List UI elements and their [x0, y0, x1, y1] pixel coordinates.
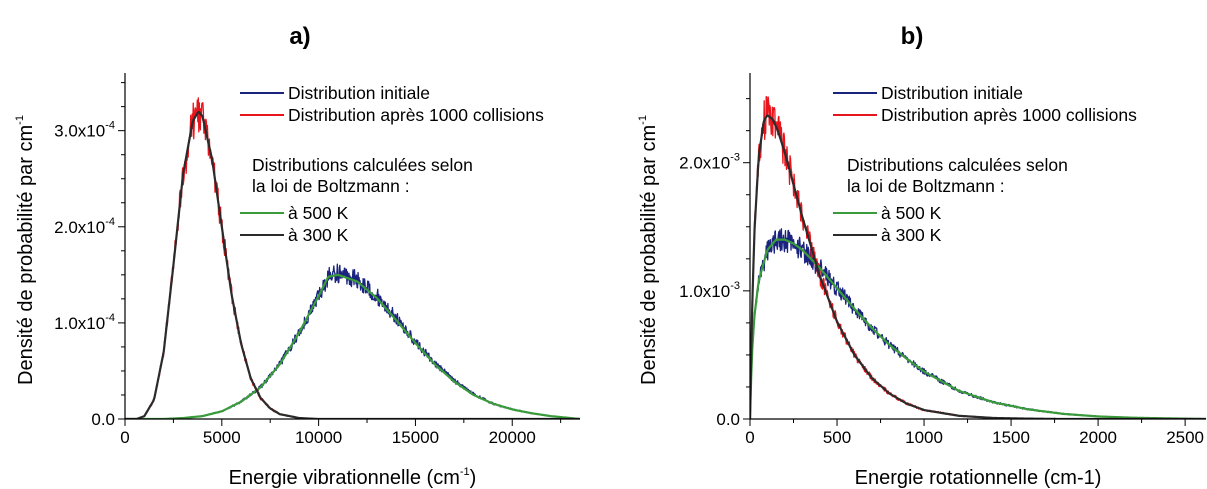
- series-line-0: [750, 228, 1206, 419]
- x-tick-label: 500: [823, 428, 851, 447]
- y-tick-label: 1.0x10-4: [54, 312, 115, 333]
- legend-label: Distribution après 1000 collisions: [288, 105, 544, 125]
- series-group: [750, 95, 1206, 419]
- legend-note: la loi de Boltzmann :: [252, 176, 410, 196]
- x-tick-label: 10000: [295, 428, 342, 447]
- series-line-1: [125, 97, 580, 419]
- series-line-2: [125, 273, 580, 419]
- panel-label: b): [901, 23, 924, 50]
- x-tick-label: 5000: [203, 428, 241, 447]
- series-line-3: [750, 114, 1206, 419]
- x-tick-label: 2000: [1079, 428, 1117, 447]
- y-tick-label: 0.0: [716, 410, 740, 429]
- x-tick-label: 0: [120, 428, 129, 447]
- y-tick-label: 2.0x10-3: [679, 152, 740, 173]
- x-tick-label: 2500: [1166, 428, 1204, 447]
- y-tick-label: 2.0x10-4: [54, 216, 115, 237]
- y-axis-label: Densité de probabilité par cm-1: [637, 115, 660, 385]
- x-tick-label: 0: [745, 428, 754, 447]
- chart-a-svg: a) 0 5000 10000 15000 20000 0.0 1.0x10-4 2.0x10-…: [14, 23, 580, 489]
- chart-b-svg: b) 0 500 1000 1500 2000 2500 0.0 1.0x10-3 2.0x10-…: [637, 23, 1206, 489]
- chart-panel-a: a) 0 5000 10000 15000 20000 0.0 1.0x10-4 2.0x10-…: [0, 0, 600, 489]
- x-axis-label: Energie rotationnelle (cm-1): [855, 467, 1102, 489]
- y-axis-label: Densité de probabilité par cm-1: [14, 115, 37, 385]
- x-tick-label: 15000: [392, 428, 439, 447]
- legend-label: à 300 K: [288, 225, 349, 245]
- x-axis-label: Energie vibrationnelle (cm-1): [229, 466, 477, 489]
- legend-note: la loi de Boltzmann :: [847, 176, 1005, 196]
- legend-label: à 300 K: [881, 225, 942, 245]
- legend-label: Distribution après 1000 collisions: [881, 105, 1137, 125]
- legend-label: Distribution initiale: [881, 83, 1023, 103]
- panel-label: a): [289, 23, 310, 50]
- x-tick-label: 20000: [489, 428, 536, 447]
- y-tick-label: 0.0: [91, 410, 115, 429]
- series-line-0: [125, 263, 580, 419]
- chart-panel-b: b) 0 500 1000 1500 2000 2500 0.0 1.0x10-3 2.0x10-…: [603, 0, 1207, 489]
- series-group: [125, 97, 580, 419]
- series-line-2: [750, 238, 1206, 419]
- legend-note: Distributions calculées selon: [847, 155, 1068, 175]
- y-tick-label: 1.0x10-3: [679, 280, 740, 301]
- series-line-1: [750, 95, 1206, 419]
- x-tick-label: 1500: [992, 428, 1030, 447]
- legend-label: à 500 K: [881, 203, 942, 223]
- legend-note: Distributions calculées selon: [252, 155, 473, 175]
- y-tick-label: 3.0x10-4: [54, 120, 115, 141]
- series-line-3: [125, 110, 580, 419]
- legend-label: à 500 K: [288, 203, 349, 223]
- x-tick-label: 1000: [905, 428, 943, 447]
- legend-label: Distribution initiale: [288, 83, 430, 103]
